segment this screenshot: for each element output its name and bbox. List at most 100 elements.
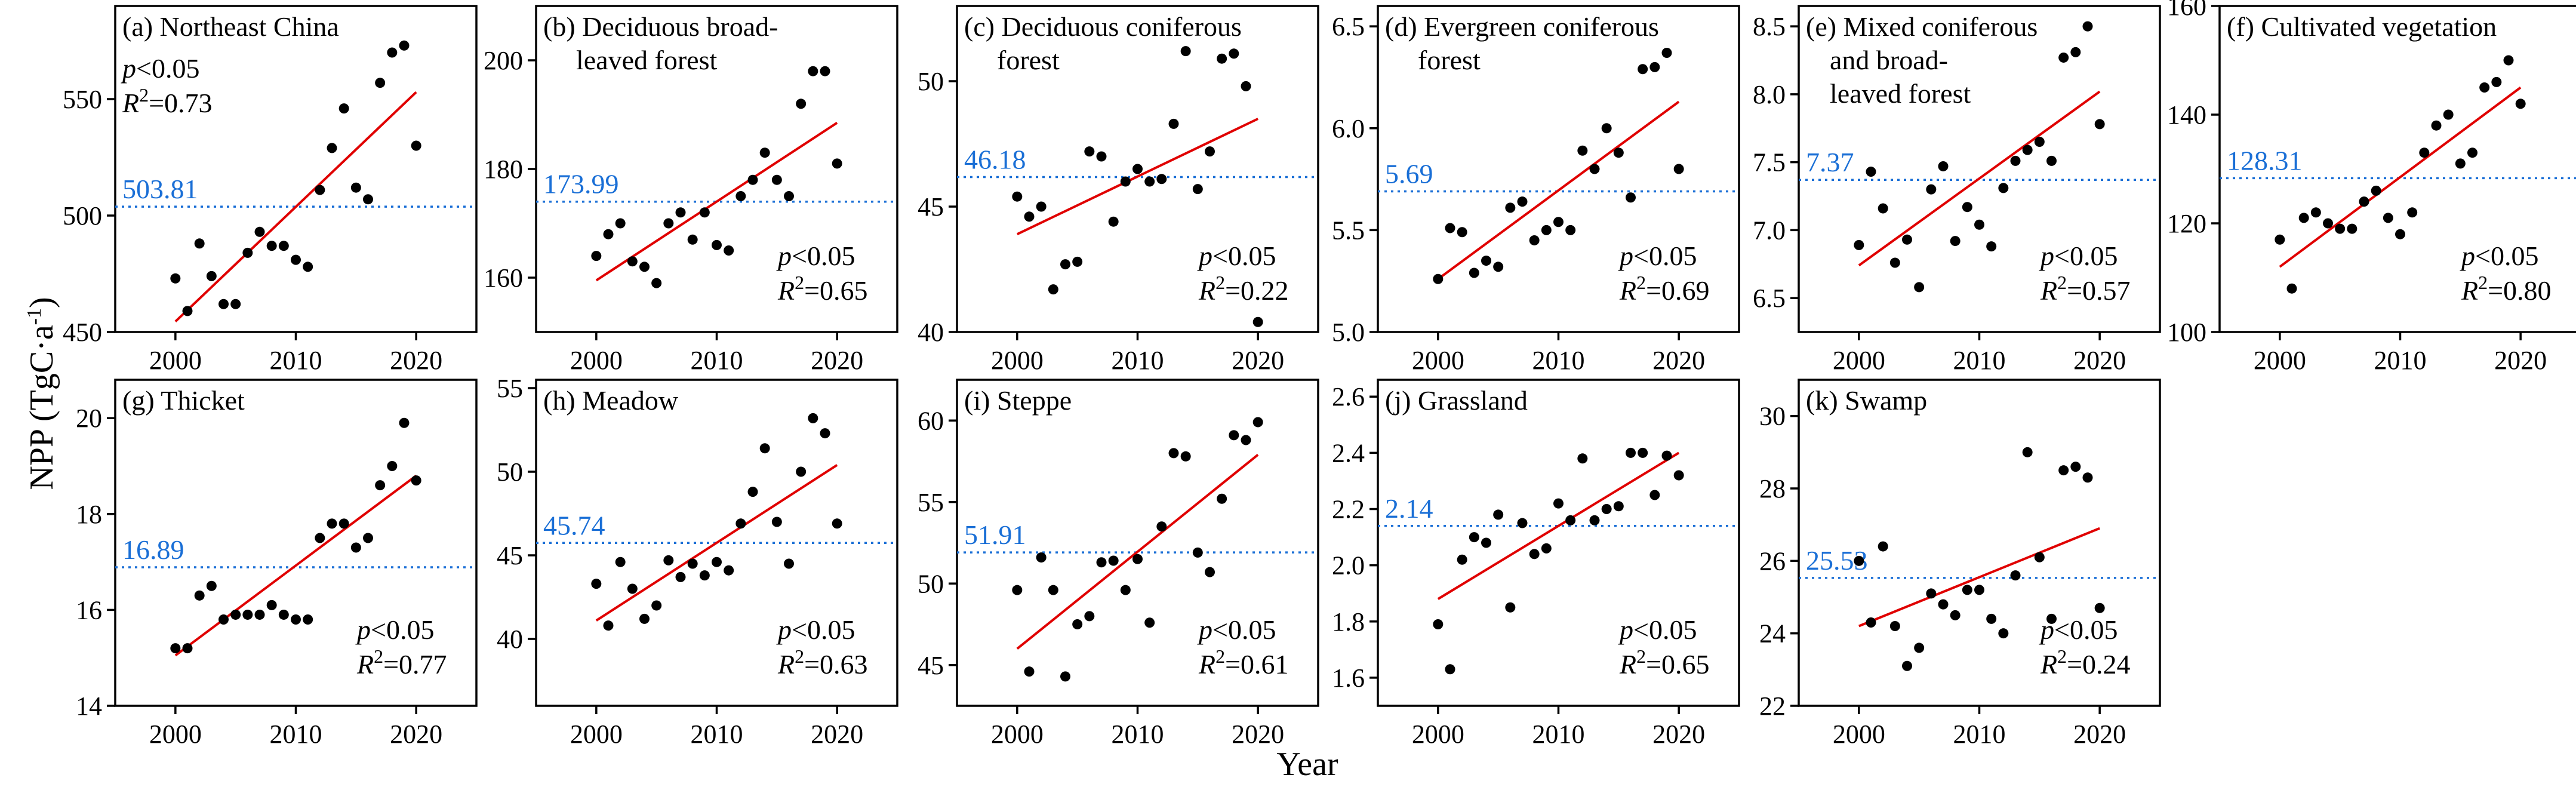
data-point	[1205, 146, 1215, 157]
x-tick-label: 2010	[1953, 720, 2006, 749]
data-point	[338, 103, 349, 114]
data-point	[1962, 202, 1972, 213]
data-point	[759, 147, 770, 158]
data-point	[1180, 451, 1191, 462]
data-point	[1457, 554, 1467, 565]
data-point	[1132, 554, 1143, 564]
data-point	[230, 609, 241, 620]
data-point	[1601, 123, 1612, 134]
data-point	[1217, 53, 1227, 64]
r-superscript: 2	[1215, 645, 1225, 667]
data-point	[1529, 549, 1540, 559]
x-tick-label: 2020	[1232, 346, 1284, 375]
data-point	[327, 518, 337, 529]
data-point	[218, 299, 229, 309]
data-point	[338, 518, 349, 529]
panel-title-line: (c) Deciduous coniferous	[964, 11, 1242, 42]
data-point	[1866, 617, 1876, 628]
data-point	[1878, 541, 1888, 552]
data-point	[1120, 585, 1131, 595]
y-tick-label: 16	[76, 595, 102, 625]
data-point	[651, 278, 662, 288]
r-superscript: 2	[2057, 272, 2067, 293]
panel-title-line: (i) Steppe	[964, 385, 1072, 416]
p-symbol: p	[1618, 614, 1633, 645]
trend-line	[2279, 86, 2522, 268]
panel-title-line: (b) Deciduous broad-	[543, 11, 778, 42]
data-point	[2022, 145, 2033, 155]
data-point	[1096, 151, 1107, 162]
data-point	[1589, 164, 1600, 174]
data-point	[651, 600, 662, 611]
data-point	[832, 518, 842, 529]
x-tick-label: 2010	[2374, 346, 2427, 375]
data-point	[1577, 453, 1588, 464]
data-point	[1036, 552, 1047, 563]
data-point	[639, 613, 650, 624]
r-superscript: 2	[1215, 272, 1225, 293]
data-point	[1217, 493, 1227, 504]
r-superscript: 2	[2478, 272, 2488, 293]
data-point	[1649, 62, 1660, 72]
data-point	[1132, 164, 1143, 174]
data-point	[1481, 256, 1491, 266]
data-point	[2455, 158, 2466, 169]
p-value-label: p<0.05	[1197, 614, 1276, 645]
data-point	[1589, 515, 1600, 525]
panel-6: 2000 2010 2020 100 120 140 160 128.31 (f) Cultiv…	[2167, 0, 2576, 375]
trend-line	[174, 474, 417, 657]
data-point	[663, 218, 674, 229]
x-axis-title: Year	[1276, 746, 1338, 783]
data-point	[1673, 164, 1684, 174]
data-point	[315, 533, 325, 543]
panel-2: 2000 2010 2020 160 180 200 173.99 (b) Deciduous…	[484, 5, 898, 375]
r-squared-label: R2=0.57	[2040, 272, 2131, 306]
data-point	[627, 583, 638, 594]
p-value-label: p<0.05	[121, 53, 199, 84]
trend-line	[1016, 118, 1259, 236]
y-tick-label: 50	[497, 457, 523, 487]
data-point	[615, 218, 626, 229]
data-point	[1012, 191, 1023, 202]
r-squared-value: =0.65	[804, 275, 867, 306]
p-value-label: p<0.05	[776, 614, 855, 645]
r-symbol: R	[1619, 275, 1636, 306]
data-point	[2515, 99, 2526, 109]
trend-line	[595, 121, 838, 282]
y-tick-label: 60	[918, 406, 944, 435]
data-point	[2022, 447, 2033, 457]
x-tick-label: 2000	[570, 346, 623, 375]
data-point	[1626, 192, 1636, 203]
data-point	[639, 262, 650, 272]
data-point	[771, 174, 782, 185]
y-tick-label: 26	[1759, 546, 1786, 576]
p-value-label: p<0.05	[1197, 241, 1276, 271]
y-tick-label: 2.0	[1332, 551, 1365, 580]
r-symbol: R	[777, 275, 795, 306]
trend-line	[174, 91, 417, 322]
data-point	[182, 306, 193, 316]
data-point	[784, 191, 794, 201]
r-symbol: R	[777, 649, 795, 680]
panel-title-line: leaved forest	[1830, 78, 1971, 109]
data-point	[1517, 196, 1528, 207]
r-squared-value: =0.73	[149, 88, 212, 118]
y-tick-label: 6.5	[1332, 12, 1365, 41]
x-tick-label: 2010	[691, 346, 743, 375]
data-point	[1072, 619, 1083, 629]
panel-10: 2000 2010 2020 1.6 1.8 2.0 2.2 2.4 2.6 2.14 (j) Gr…	[1332, 379, 1740, 749]
data-point	[254, 609, 265, 620]
x-tick-label: 2020	[811, 720, 863, 749]
data-point	[2503, 55, 2514, 66]
mean-label: 128.31	[2227, 145, 2303, 176]
data-point	[254, 226, 265, 237]
data-point	[1108, 555, 1119, 566]
data-point	[1986, 613, 1997, 624]
data-point	[2046, 155, 2057, 166]
data-point	[591, 579, 602, 589]
data-point	[1926, 588, 1937, 599]
data-point	[291, 614, 301, 625]
data-point	[1048, 585, 1058, 595]
r-squared-value: =0.63	[804, 649, 867, 680]
data-point	[2094, 119, 2105, 130]
